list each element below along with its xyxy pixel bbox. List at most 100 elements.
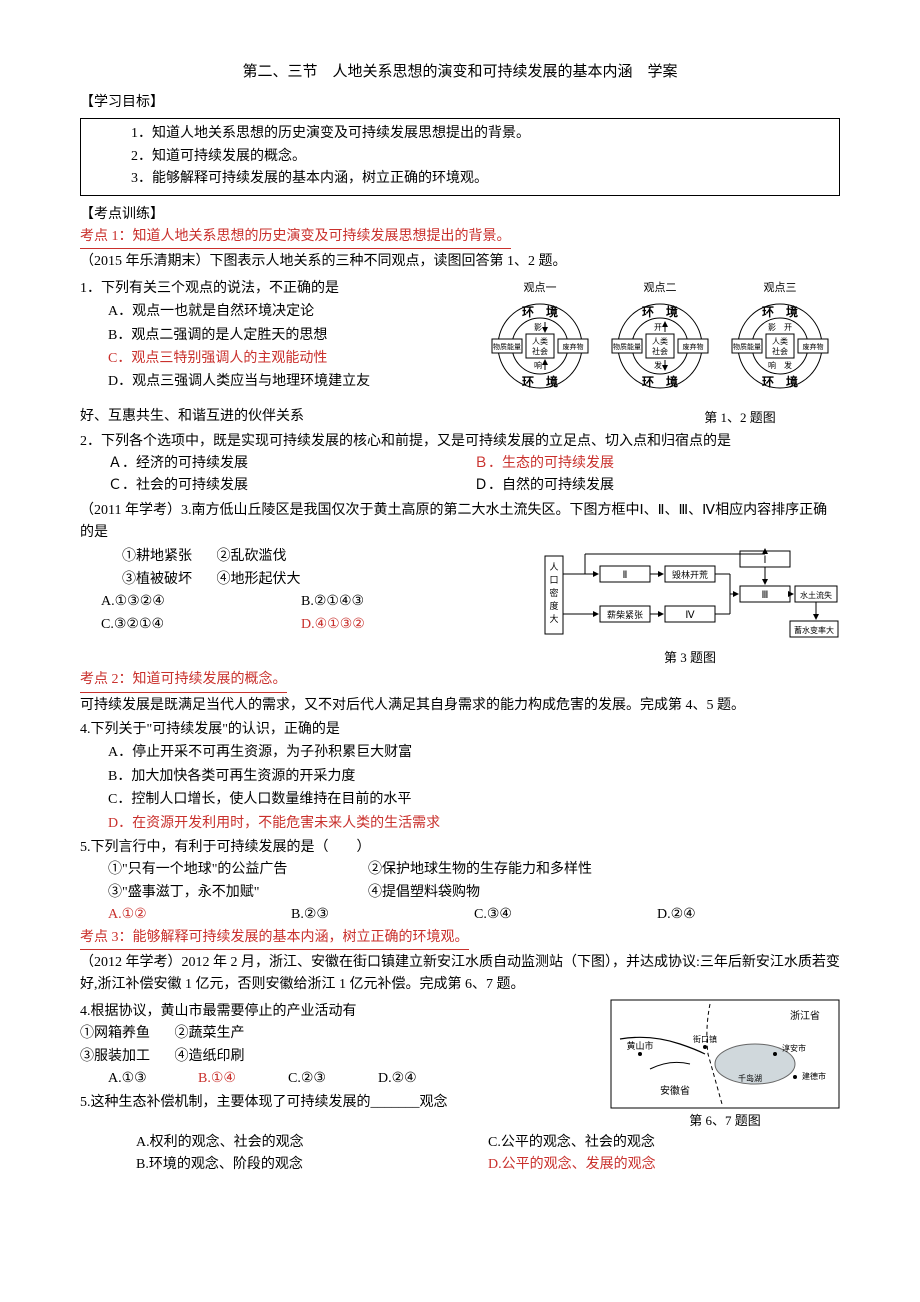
q1-opt-b: B．观点二强调的是人定胜天的思想 [108,325,480,347]
q6-opt-a: A.①③ [108,1068,198,1090]
svg-text:物质能量: 物质能量 [613,342,641,351]
q3-opt-b: B.②①④③ [301,591,364,613]
q4-opt-c: C．控制人口增长，使人口数量维持在目前的水平 [108,789,840,811]
q7-opt-d: D.公平的观念、发展的观念 [488,1154,840,1176]
kaodian-1-title: 考点 1：知道人地关系思想的历史演变及可持续发展思想提出的背景。 [80,226,511,249]
svg-text:水土流失: 水土流失 [800,590,832,600]
q3-opt-c: C.③②①④ [101,614,301,636]
q4-opt-a: A．停止开采不可再生资源，为子孙积累巨大财富 [108,742,840,764]
figure-3: 人 口 密 度 大 Ⅱ 毁林开荒 薪柴紧张 Ⅳ Ⅰ Ⅲ 水土流失 蓄水变率大 [540,546,840,669]
svg-text:环 境: 环 境 [522,374,558,389]
q6-stem: 4.根据协议，黄山市最需要停止的产业活动有 [80,1001,610,1023]
svg-text:响: 响 [534,360,542,370]
objective-3: 3．能够解释可持续发展的基本内涵，树立正确的环境观。 [89,168,831,190]
svg-text:Ⅲ: Ⅲ [762,590,769,601]
svg-text:社会: 社会 [532,346,548,356]
q7-opt-c: C.公平的观念、社会的观念 [488,1132,840,1154]
q6-i4: ④造纸印刷 [175,1046,245,1068]
objectives-heading: 【学习目标】 [80,92,840,114]
q6-i2: ②蔬菜生产 [175,1023,245,1045]
kaodian-2-intro: 可持续发展是既满足当代人的需求，又不对后代人满足其自身需求的能力构成危害的发展。… [80,695,840,717]
svg-text:环 境: 环 境 [642,304,678,319]
q5-i2: ②保护地球生物的生存能力和多样性 [368,859,592,881]
svg-text:环 境: 环 境 [762,304,798,319]
svg-text:影: 影 [534,322,542,332]
q1-opt-d: D．观点三强调人类应当与地理环境建立友 [108,371,480,393]
svg-text:口: 口 [549,575,558,585]
q4-opt-b: B．加大加快各类可再生资源的开采力度 [108,766,840,788]
q5-stem: 5.下列言行中，有利于可持续发展的是（ ） [80,837,840,859]
svg-text:观点二: 观点二 [644,281,677,294]
q3-i4: ④地形起伏大 [217,569,301,591]
q5-opt-a: A.①② [108,904,291,926]
svg-text:人类: 人类 [532,336,548,346]
q1-tail: 好、互惠共生、和谐互进的伙伴关系 [80,406,640,428]
svg-text:社会: 社会 [772,346,788,356]
svg-text:观点三: 观点三 [764,281,797,294]
q5-i1: ①"只有一个地球"的公益广告 [108,859,368,881]
q3-i1: ①耕地紧张 [122,546,192,568]
q5-opt-d: D.②④ [657,904,840,926]
caption-3: 第 3 题图 [540,648,840,669]
q2-opt-d: Ｄ．自然的可持续发展 [474,475,840,497]
svg-text:影: 影 [768,322,776,332]
q1-stem: 1．下列有关三个观点的说法，不正确的是 [80,278,480,300]
svg-text:发: 发 [654,360,662,370]
q7-opt-b: B.环境的观念、阶段的观念 [136,1154,488,1176]
q6-i1: ①网箱养鱼 [80,1023,150,1045]
q2-opt-b: Ｂ．生态的可持续发展 [474,453,840,475]
objective-1: 1．知道人地关系思想的历史演变及可持续发展思想提出的背景。 [89,123,831,145]
svg-text:度: 度 [549,600,558,611]
svg-text:环 境: 环 境 [642,374,678,389]
q3-i3: ③植被破坏 [122,569,192,591]
kaodian-3-title: 考点 3：能够解释可持续发展的基本内涵，树立正确的环境观。 [80,927,469,950]
svg-text:响: 响 [768,360,776,370]
svg-text:开: 开 [784,323,792,332]
training-label: 【考点训练】 [80,204,840,226]
svg-text:人类: 人类 [772,336,788,346]
svg-text:蓄水变率大: 蓄水变率大 [794,625,834,635]
svg-text:Ⅱ: Ⅱ [623,570,628,581]
q6-i3: ③服装加工 [80,1046,150,1068]
q5-i4: ④提倡塑料袋购物 [368,882,480,904]
kaodian-1-intro: （2015 年乐清期末）下图表示人地关系的三种不同观点，读图回答第 1、2 题。 [80,251,840,273]
caption-12: 第 1、2 题图 [640,408,840,429]
q7-opt-a: A.权利的观念、社会的观念 [136,1132,488,1154]
svg-text:废弃物: 废弃物 [563,342,584,351]
caption-67: 第 6、7 题图 [610,1111,840,1132]
svg-text:环 境: 环 境 [762,374,798,389]
q6-opt-d: D.②④ [378,1068,417,1090]
q4-opt-d: D．在资源开发利用时，不能危害未来人类的生活需求 [108,813,840,835]
q5-opt-c: C.③④ [474,904,657,926]
q3-intro: （2011 年学考）3.南方低山丘陵区是我国仅次于黄土高原的第二大水土流失区。下… [80,500,840,545]
kaodian-2-title: 考点 2：知道可持续发展的概念。 [80,669,287,692]
q6-opt-b: B.①④ [198,1068,288,1090]
svg-text:废弃物: 废弃物 [683,342,704,351]
svg-text:密: 密 [549,587,558,598]
q5-opt-b: B.②③ [291,904,474,926]
svg-text:人: 人 [549,562,558,572]
q2-stem: 2．下列各个选项中，既是实现可持续发展的核心和前提，又是可持续发展的立足点、切入… [80,431,840,453]
q3-opt-d: D.④①③② [301,614,365,636]
q2-opt-a: Ａ．经济的可持续发展 [108,453,474,475]
svg-text:开: 开 [654,323,662,332]
q1-opt-a: A．观点一也就是自然环境决定论 [108,301,480,323]
objective-2: 2．知道可持续发展的概念。 [89,146,831,168]
q2-opt-c: Ｃ．社会的可持续发展 [108,475,474,497]
q5-i3: ③"盛事滋丁，永不加赋" [108,882,368,904]
svg-text:环 境: 环 境 [522,304,558,319]
svg-text:观点一: 观点一 [524,281,557,294]
q3-opt-a: A.①③②④ [101,591,301,613]
q6-opt-c: C.②③ [288,1068,378,1090]
q4-stem: 4.下列关于"可持续发展"的认识，正确的是 [80,719,840,741]
kaodian-3-intro: （2012 年学考）2012 年 2 月，浙江、安徽在街口镇建立新安江水质自动监… [80,952,840,997]
figure-67: 黄山市 安徽省 浙江省 街口镇 淳安市 建德市 千岛湖 第 6、7 题图 [610,999,840,1132]
svg-text:浙江省: 浙江省 [790,1009,820,1022]
svg-text:Ⅰ: Ⅰ [764,555,767,566]
svg-text:物质能量: 物质能量 [733,342,761,351]
svg-text:千岛湖: 千岛湖 [738,1073,762,1083]
svg-text:街口镇: 街口镇 [693,1034,717,1044]
svg-text:大: 大 [549,613,558,624]
svg-text:物质能量: 物质能量 [493,342,521,351]
svg-text:社会: 社会 [652,346,668,356]
